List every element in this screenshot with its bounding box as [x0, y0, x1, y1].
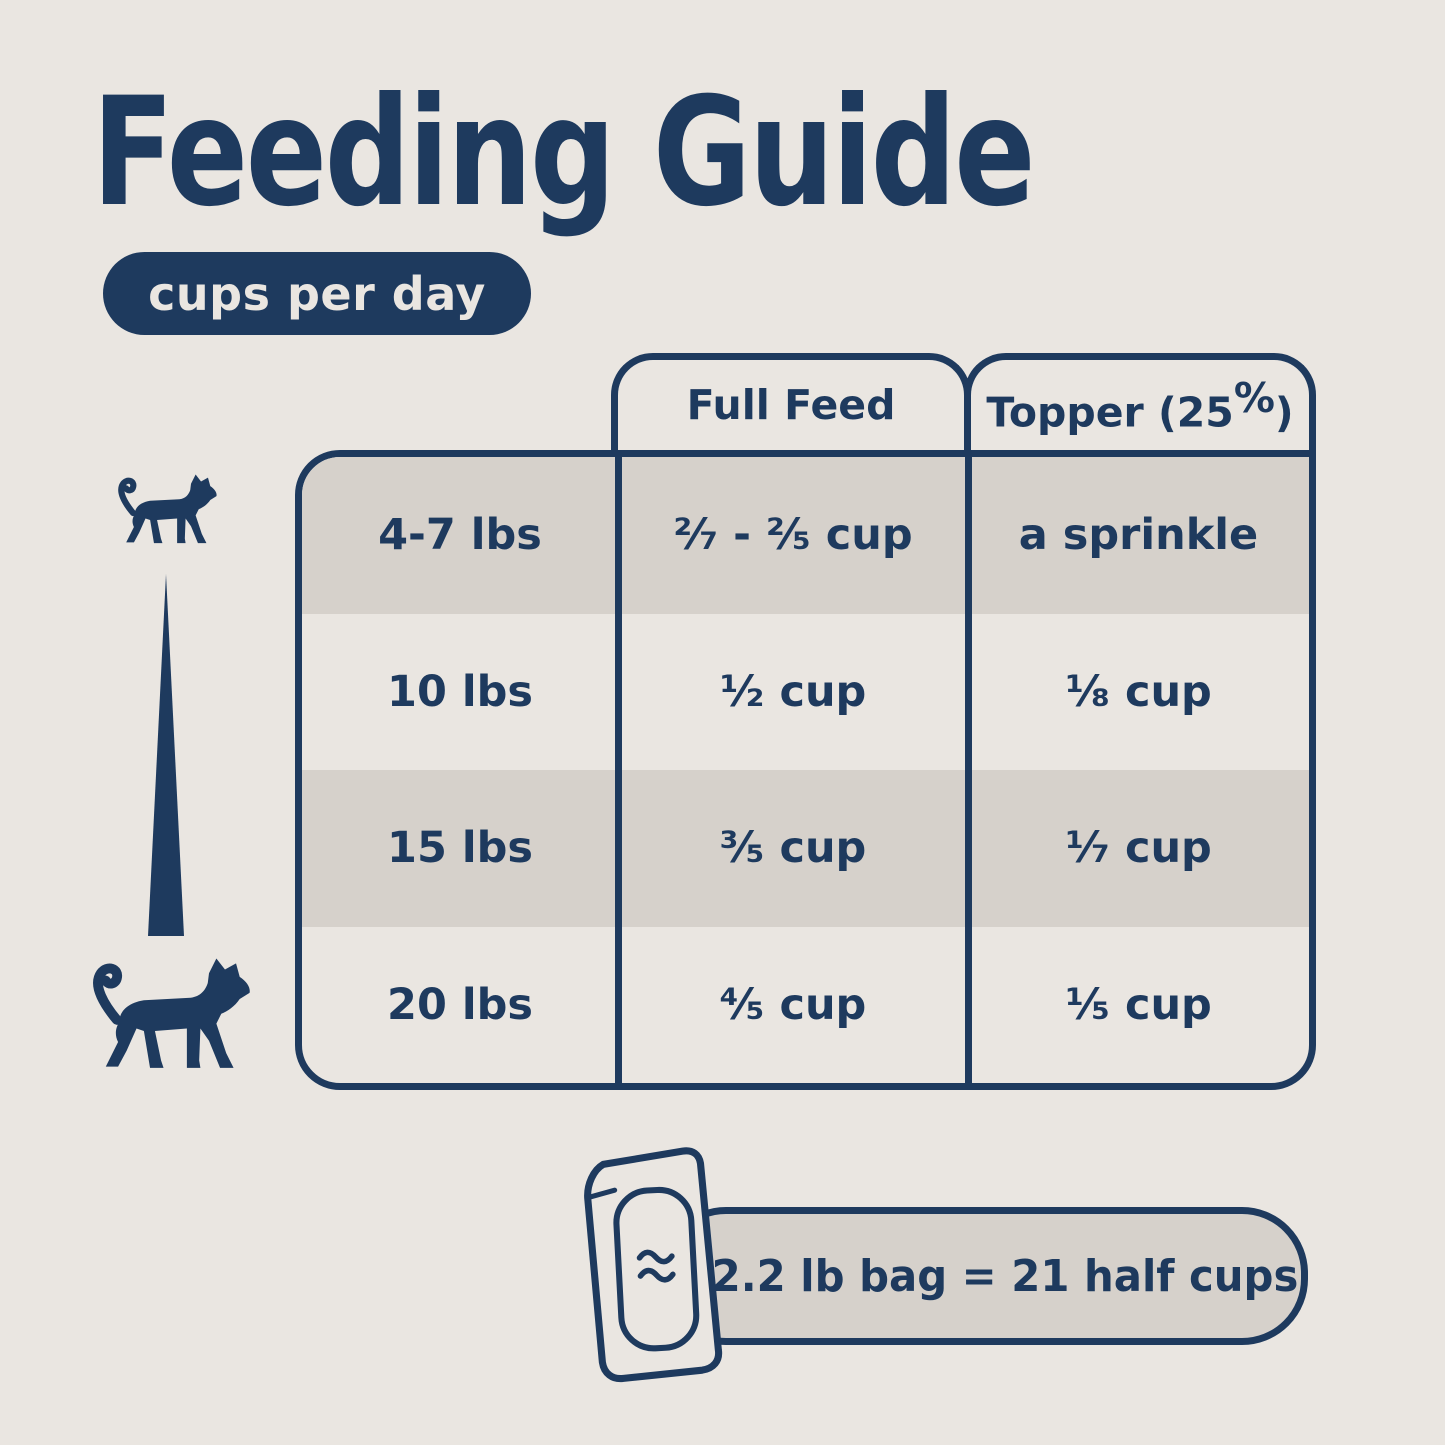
topper-cell: a sprinkle [1018, 510, 1259, 561]
full-feed-header-label: Full Feed [686, 381, 896, 429]
column-divider [965, 457, 972, 1083]
small-cat-icon [118, 474, 217, 544]
food-bag-icon [584, 1147, 723, 1383]
weight-cell: 10 lbs [387, 666, 533, 717]
feeding-table-rows: 4-7 lbs ²⁄₇ - ²⁄₅ cup a sprinkle 10 lbs … [302, 457, 1309, 1083]
full-feed-cell: ¹⁄₂ cup [719, 666, 867, 717]
weight-cell: 20 lbs [387, 979, 533, 1030]
large-cat-icon [93, 958, 250, 1068]
subtitle-pill-label: cups per day [148, 266, 486, 321]
topper-cell: ¹⁄₇ cup [1065, 823, 1212, 874]
topper-header-label: Topper (25%) [986, 373, 1294, 437]
table-row: 10 lbs ¹⁄₂ cup ¹⁄₈ cup [302, 614, 1309, 771]
header-tab-full-feed: Full Feed [611, 353, 971, 450]
full-feed-cell: ²⁄₇ - ²⁄₅ cup [673, 510, 913, 561]
full-feed-cell: ³⁄₅ cup [719, 823, 867, 874]
header-tab-topper: Topper (25%) [964, 353, 1316, 450]
size-wedge-icon [148, 574, 184, 936]
table-row: 20 lbs ⁴⁄₅ cup ¹⁄₅ cup [302, 927, 1309, 1084]
topper-cell: ¹⁄₈ cup [1065, 666, 1212, 717]
full-feed-cell: ⁴⁄₅ cup [719, 979, 867, 1030]
subtitle-pill: cups per day [103, 252, 531, 335]
weight-cell: 4-7 lbs [378, 510, 542, 561]
table-row: 15 lbs ³⁄₅ cup ¹⁄₇ cup [302, 770, 1309, 927]
table-row: 4-7 lbs ²⁄₇ - ²⁄₅ cup a sprinkle [302, 457, 1309, 614]
bag-note-text: 2.2 lb bag = 21 half cups [711, 1250, 1299, 1302]
weight-cell: 15 lbs [387, 823, 533, 874]
bag-note-pill [660, 1207, 1308, 1345]
topper-cell: ¹⁄₅ cup [1065, 979, 1212, 1030]
feeding-table: 4-7 lbs ²⁄₇ - ²⁄₅ cup a sprinkle 10 lbs … [295, 450, 1316, 1090]
page-title: Feeding Guide [92, 66, 1036, 240]
column-divider [615, 457, 622, 1083]
